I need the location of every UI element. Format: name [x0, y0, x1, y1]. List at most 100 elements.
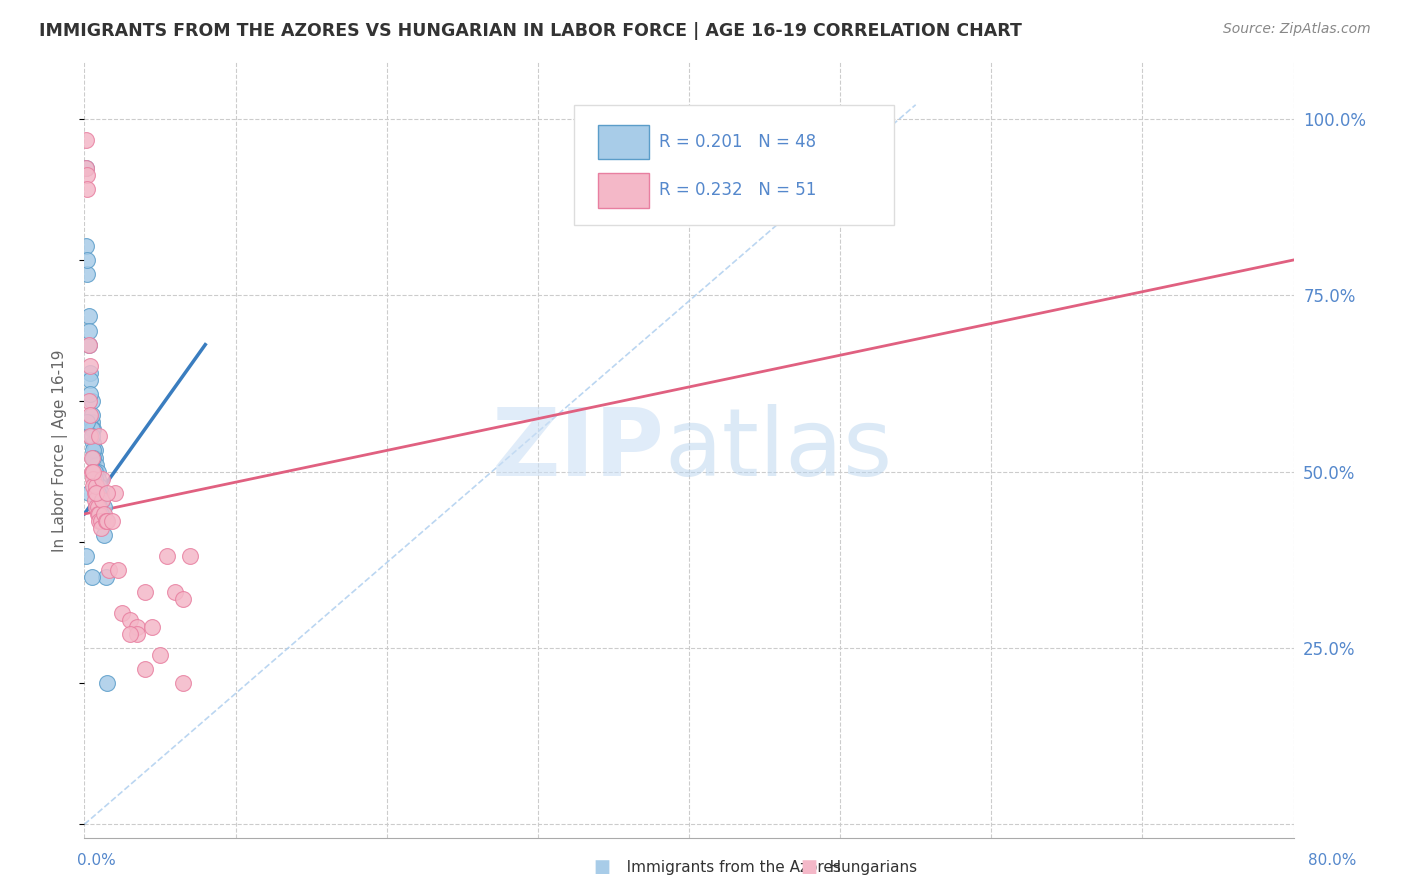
Point — [77, 394, 100, 409]
Point — [87, 472, 110, 486]
Text: Source: ZipAtlas.com: Source: ZipAtlas.com — [1223, 22, 1371, 37]
Point — [91, 492, 114, 507]
Point — [75, 239, 97, 253]
Point — [89, 500, 111, 514]
Point — [79, 366, 101, 380]
Point — [172, 676, 194, 690]
Point — [179, 549, 201, 564]
Point — [799, 112, 821, 126]
Point — [82, 465, 104, 479]
Text: R = 0.201   N = 48: R = 0.201 N = 48 — [659, 133, 815, 151]
Point — [77, 324, 100, 338]
Point — [84, 450, 107, 465]
Text: atlas: atlas — [665, 404, 893, 497]
Point — [96, 676, 118, 690]
Point — [89, 479, 111, 493]
Point — [77, 310, 100, 324]
Point — [84, 485, 107, 500]
Point — [90, 507, 112, 521]
Point — [165, 584, 187, 599]
Point — [93, 500, 115, 514]
Point — [75, 161, 97, 176]
Point — [75, 549, 97, 564]
Point — [84, 472, 107, 486]
Point — [97, 563, 120, 577]
Point — [82, 450, 104, 465]
Point — [134, 662, 156, 676]
FancyBboxPatch shape — [599, 173, 650, 208]
Point — [89, 514, 111, 528]
Text: 80.0%: 80.0% — [1309, 854, 1357, 868]
Text: Immigrants from the Azores: Immigrants from the Azores — [612, 860, 841, 874]
Y-axis label: In Labor Force | Age 16-19: In Labor Force | Age 16-19 — [52, 349, 69, 552]
Point — [172, 591, 194, 606]
Point — [86, 465, 108, 479]
FancyBboxPatch shape — [599, 125, 650, 160]
Point — [91, 514, 114, 528]
Text: ■: ■ — [593, 858, 610, 876]
FancyBboxPatch shape — [574, 105, 894, 226]
Point — [75, 161, 97, 176]
Point — [91, 472, 114, 486]
Point — [87, 500, 110, 514]
Point — [118, 613, 141, 627]
Point — [79, 429, 101, 443]
Point — [89, 479, 111, 493]
FancyBboxPatch shape — [0, 624, 422, 892]
Point — [86, 458, 108, 472]
Point — [90, 485, 112, 500]
Point — [90, 485, 112, 500]
Point — [77, 485, 100, 500]
Point — [82, 479, 104, 493]
Point — [80, 422, 103, 436]
Point — [127, 620, 149, 634]
Point — [86, 479, 108, 493]
Text: Hungarians: Hungarians — [815, 860, 918, 874]
Point — [90, 521, 112, 535]
Point — [89, 500, 111, 514]
Point — [80, 570, 103, 584]
Point — [79, 359, 101, 373]
Text: IMMIGRANTS FROM THE AZORES VS HUNGARIAN IN LABOR FORCE | AGE 16-19 CORRELATION C: IMMIGRANTS FROM THE AZORES VS HUNGARIAN … — [39, 22, 1022, 40]
Point — [118, 627, 141, 641]
Point — [77, 337, 100, 351]
Point — [96, 514, 118, 528]
Point — [79, 387, 101, 401]
Point — [94, 514, 117, 528]
Point — [93, 528, 115, 542]
Text: R = 0.232   N = 51: R = 0.232 N = 51 — [659, 181, 815, 200]
Point — [77, 337, 100, 351]
Point — [107, 563, 129, 577]
Point — [127, 627, 149, 641]
Point — [111, 606, 134, 620]
Point — [87, 507, 110, 521]
Point — [86, 479, 108, 493]
Point — [82, 422, 104, 436]
Point — [84, 465, 107, 479]
Point — [84, 443, 107, 458]
Point — [75, 133, 97, 147]
Point — [76, 169, 98, 183]
Point — [80, 408, 103, 422]
Point — [76, 182, 98, 196]
Point — [104, 485, 127, 500]
Text: 0.0%: 0.0% — [77, 854, 117, 868]
Point — [79, 408, 101, 422]
Point — [79, 373, 101, 387]
Point — [89, 429, 111, 443]
Point — [82, 443, 104, 458]
Point — [87, 465, 110, 479]
Point — [84, 492, 107, 507]
Point — [80, 415, 103, 429]
Point — [76, 267, 98, 281]
Point — [86, 500, 108, 514]
Point — [94, 570, 117, 584]
Point — [100, 514, 122, 528]
Point — [91, 492, 114, 507]
Point — [76, 252, 98, 267]
Point — [134, 584, 156, 599]
Point — [80, 394, 103, 409]
Point — [80, 465, 103, 479]
Point — [82, 436, 104, 450]
Point — [80, 450, 103, 465]
